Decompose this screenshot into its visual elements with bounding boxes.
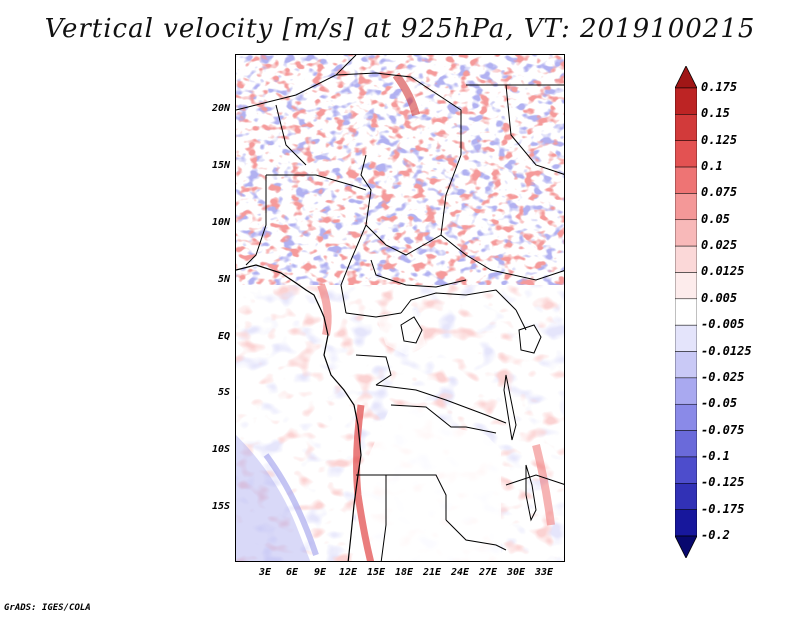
- lon-tick-33e: 33E: [534, 567, 554, 578]
- colorbar-segment: [675, 114, 697, 141]
- colorbar-label: 0.125: [701, 132, 738, 147]
- vertical-velocity-field: [236, 55, 564, 561]
- colorbar-segment: [675, 87, 697, 115]
- map-panel: [235, 54, 565, 562]
- colorbar: [675, 66, 697, 558]
- colorbar-segment: [675, 509, 697, 537]
- colorbar-segment: [675, 219, 697, 247]
- colorbar-segment: [675, 430, 697, 458]
- colorbar-segment: [675, 245, 697, 273]
- colorbar-label: -0.125: [701, 475, 745, 490]
- lat-tick-5s: 5S: [217, 387, 230, 398]
- colorbar-segment: [675, 351, 697, 379]
- lat-tick-20n: 20N: [211, 103, 230, 114]
- colorbar-segment: [675, 377, 697, 405]
- colorbar-label: 0.1: [701, 159, 723, 174]
- colorbar-label: 0.025: [701, 238, 738, 253]
- lon-tick-9e: 9E: [313, 567, 327, 578]
- colorbar-label: 0.005: [701, 290, 738, 305]
- lon-tick-27e: 27E: [478, 567, 498, 578]
- colorbar-label: -0.1: [701, 448, 730, 463]
- colorbar-label: 0.15: [701, 106, 730, 121]
- colorbar-segment: [675, 403, 697, 431]
- lon-tick-3e: 3E: [258, 567, 272, 578]
- colorbar-min-arrow: [675, 535, 697, 558]
- colorbar-label: 0.0125: [701, 264, 745, 279]
- colorbar-segment: [675, 298, 697, 326]
- lon-tick-15e: 15E: [366, 567, 386, 578]
- colorbar-label: -0.175: [701, 501, 745, 516]
- chart-title: Vertical velocity [m/s] at 925hPa, VT: 2…: [44, 14, 756, 44]
- colorbar-max-arrow: [675, 66, 697, 89]
- lon-tick-12e: 12E: [338, 567, 358, 578]
- colorbar-label: -0.2: [701, 528, 730, 542]
- colorbar-label: 0.075: [701, 185, 738, 200]
- lat-tick-10n: 10N: [211, 217, 230, 228]
- lat-tick-15s: 15S: [211, 501, 230, 512]
- lon-tick-21e: 21E: [422, 567, 442, 578]
- colorbar-label: -0.05: [701, 396, 738, 411]
- colorbar-label: -0.005: [701, 317, 745, 332]
- colorbar-label: -0.0125: [701, 343, 752, 358]
- lon-tick-24e: 24E: [450, 567, 470, 578]
- colorbar-segment: [675, 166, 697, 194]
- colorbar-segment: [675, 140, 697, 168]
- colorbar-segment: [675, 456, 697, 484]
- lat-tick-15n: 15N: [211, 160, 230, 171]
- colorbar-label: 0.175: [701, 80, 738, 94]
- lat-tick-eq: EQ: [217, 331, 230, 342]
- colorbar-segment: [675, 483, 697, 510]
- lon-tick-30e: 30E: [506, 567, 526, 578]
- lon-tick-18e: 18E: [394, 567, 414, 578]
- lat-tick-5n: 5N: [217, 274, 230, 285]
- grads-credit: GrADS: IGES/COLA: [4, 603, 91, 613]
- colorbar-label: 0.05: [701, 211, 730, 226]
- colorbar-segment: [675, 324, 697, 352]
- lat-tick-10s: 10S: [211, 444, 230, 455]
- colorbar-label: -0.075: [701, 422, 745, 437]
- lon-tick-6e: 6E: [285, 567, 299, 578]
- colorbar-label: -0.025: [701, 369, 745, 384]
- colorbar-segment: [675, 193, 697, 221]
- colorbar-segment: [675, 272, 697, 300]
